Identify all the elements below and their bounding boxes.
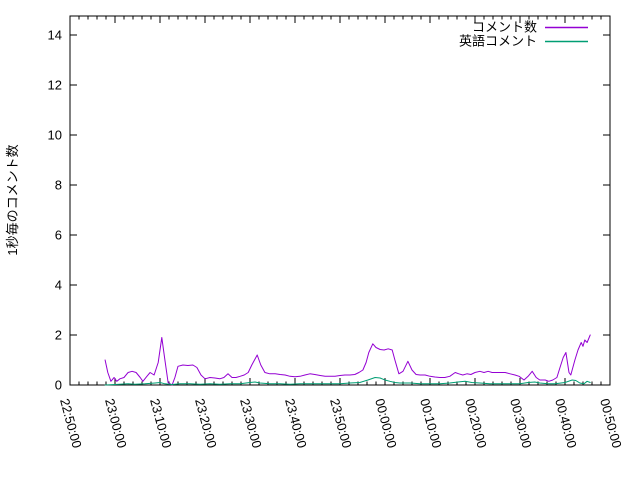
y-tick-label: 10 [48, 128, 62, 143]
y-tick-label: 0 [55, 378, 62, 393]
y-tick-label: 14 [48, 28, 62, 43]
x-tick-label: 00:40:00 [552, 397, 580, 450]
series-line [104, 377, 591, 386]
x-tick-label: 23:20:00 [192, 397, 220, 450]
series-line [104, 334, 591, 386]
x-tick-label: 23:40:00 [282, 397, 310, 450]
y-axis-title: 1秒毎のコメント数 [5, 144, 20, 255]
x-tick-label: 00:10:00 [417, 397, 445, 450]
x-tick-label: 00:20:00 [462, 397, 490, 450]
x-tick-label: 00:30:00 [507, 397, 535, 450]
x-tick-label: 00:00:00 [372, 397, 400, 450]
y-tick-label: 2 [55, 328, 62, 343]
x-tick-label: 22:50:00 [57, 397, 85, 450]
legend-label: 英語コメント [459, 34, 537, 49]
x-tick-label: 23:00:00 [102, 397, 130, 450]
x-tick-label: 23:10:00 [147, 397, 175, 450]
x-tick-label: 23:50:00 [327, 397, 355, 450]
x-tick-label: 00:50:00 [597, 397, 625, 450]
y-tick-label: 12 [48, 78, 62, 93]
y-tick-label: 8 [55, 178, 62, 193]
legend-label: コメント数 [472, 20, 537, 35]
x-tick-label: 23:30:00 [237, 397, 265, 450]
y-tick-label: 4 [55, 278, 62, 293]
y-tick-label: 6 [55, 228, 62, 243]
plot-border [69, 15, 611, 386]
